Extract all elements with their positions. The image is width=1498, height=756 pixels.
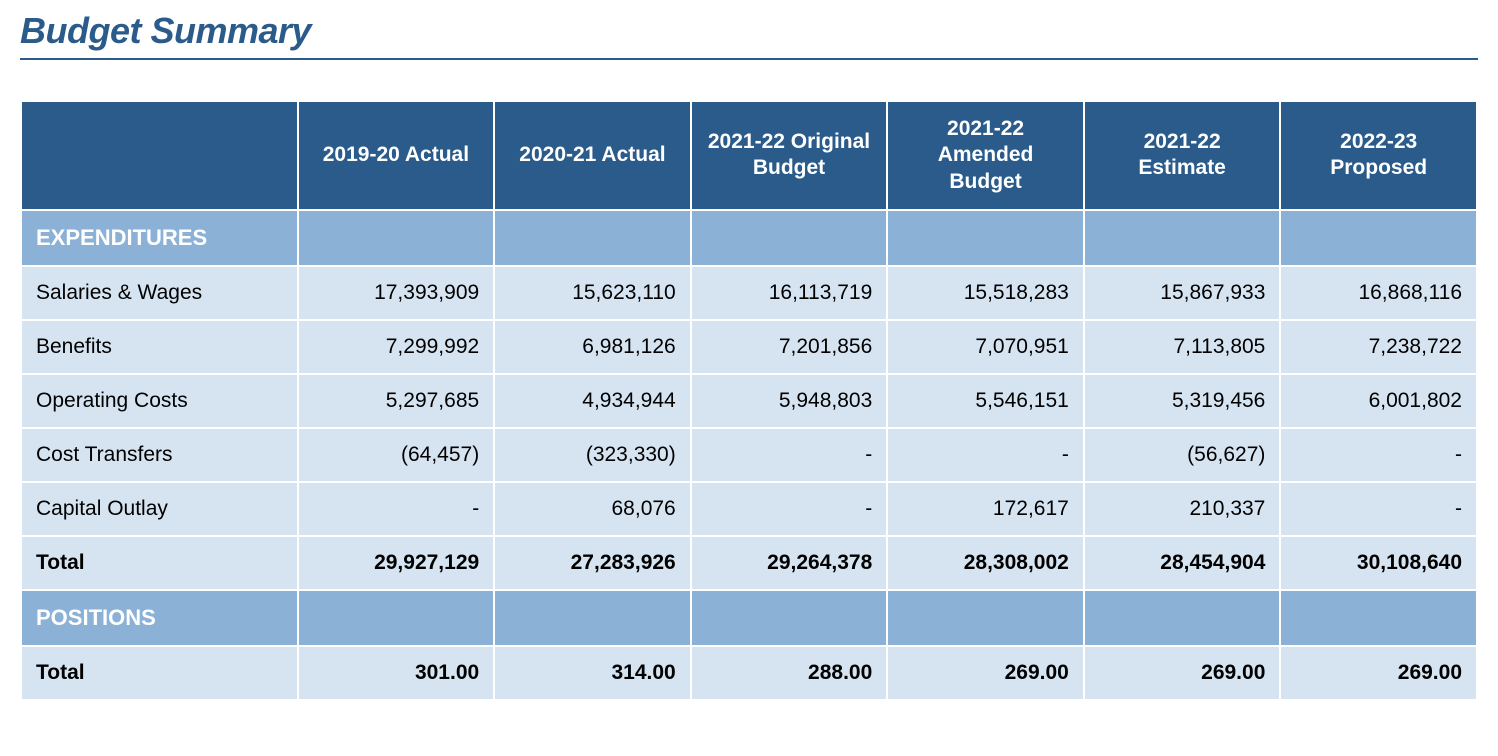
- table-row: Salaries & Wages17,393,90915,623,11016,1…: [21, 266, 1477, 320]
- table-row: Benefits7,299,9926,981,1267,201,8567,070…: [21, 320, 1477, 374]
- row-value: 7,238,722: [1280, 320, 1477, 374]
- total-value: 30,108,640: [1280, 536, 1477, 590]
- row-value: (64,457): [298, 428, 495, 482]
- section-label: EXPENDITURES: [21, 210, 298, 266]
- table-row: Cost Transfers(64,457)(323,330)--(56,627…: [21, 428, 1477, 482]
- column-header-blank: [21, 101, 298, 210]
- table-header-row: 2019-20 Actual 2020-21 Actual 2021-22 Or…: [21, 101, 1477, 210]
- section-empty-cell: [887, 210, 1084, 266]
- table-body: EXPENDITURESSalaries & Wages17,393,90915…: [21, 210, 1477, 700]
- table-row: Capital Outlay-68,076-172,617210,337-: [21, 482, 1477, 536]
- row-value: 68,076: [494, 482, 691, 536]
- total-value: 27,283,926: [494, 536, 691, 590]
- row-label: Benefits: [21, 320, 298, 374]
- column-header: 2020-21 Actual: [494, 101, 691, 210]
- row-label: Capital Outlay: [21, 482, 298, 536]
- row-value: 15,867,933: [1084, 266, 1281, 320]
- budget-table: 2019-20 Actual 2020-21 Actual 2021-22 Or…: [20, 100, 1478, 701]
- section-label: POSITIONS: [21, 590, 298, 646]
- total-value: 314.00: [494, 646, 691, 700]
- row-value: 5,297,685: [298, 374, 495, 428]
- section-empty-cell: [1280, 210, 1477, 266]
- row-value: 7,070,951: [887, 320, 1084, 374]
- total-value: 301.00: [298, 646, 495, 700]
- row-value: 6,981,126: [494, 320, 691, 374]
- column-header: 2021-22 Estimate: [1084, 101, 1281, 210]
- column-header: 2019-20 Actual: [298, 101, 495, 210]
- row-value: (323,330): [494, 428, 691, 482]
- row-value: 210,337: [1084, 482, 1281, 536]
- row-value: 4,934,944: [494, 374, 691, 428]
- row-value: 6,001,802: [1280, 374, 1477, 428]
- total-row: Total29,927,12927,283,92629,264,37828,30…: [21, 536, 1477, 590]
- row-label: Cost Transfers: [21, 428, 298, 482]
- column-header: 2021-22 Amended Budget: [887, 101, 1084, 210]
- row-label: Operating Costs: [21, 374, 298, 428]
- row-value: (56,627): [1084, 428, 1281, 482]
- total-value: 28,308,002: [887, 536, 1084, 590]
- title-rule: [20, 58, 1478, 60]
- column-header: 2022-23 Proposed: [1280, 101, 1477, 210]
- row-value: 15,623,110: [494, 266, 691, 320]
- total-value: 28,454,904: [1084, 536, 1281, 590]
- section-empty-cell: [1084, 210, 1281, 266]
- row-value: 7,201,856: [691, 320, 888, 374]
- row-value: 5,948,803: [691, 374, 888, 428]
- row-value: 7,299,992: [298, 320, 495, 374]
- row-value: -: [887, 428, 1084, 482]
- total-label: Total: [21, 536, 298, 590]
- row-label: Salaries & Wages: [21, 266, 298, 320]
- table-row: Operating Costs5,297,6854,934,9445,948,8…: [21, 374, 1477, 428]
- section-empty-cell: [1084, 590, 1281, 646]
- section-empty-cell: [887, 590, 1084, 646]
- row-value: 15,518,283: [887, 266, 1084, 320]
- section-empty-cell: [1280, 590, 1477, 646]
- row-value: 17,393,909: [298, 266, 495, 320]
- section-empty-cell: [298, 210, 495, 266]
- row-value: 172,617: [887, 482, 1084, 536]
- row-value: 16,113,719: [691, 266, 888, 320]
- section-empty-cell: [298, 590, 495, 646]
- row-value: -: [691, 482, 888, 536]
- row-value: -: [691, 428, 888, 482]
- column-header: 2021-22 Original Budget: [691, 101, 888, 210]
- section-row: POSITIONS: [21, 590, 1477, 646]
- total-value: 269.00: [1084, 646, 1281, 700]
- total-value: 288.00: [691, 646, 888, 700]
- total-value: 29,927,129: [298, 536, 495, 590]
- row-value: 7,113,805: [1084, 320, 1281, 374]
- section-empty-cell: [494, 590, 691, 646]
- row-value: 5,546,151: [887, 374, 1084, 428]
- row-value: -: [1280, 482, 1477, 536]
- total-value: 269.00: [1280, 646, 1477, 700]
- section-empty-cell: [691, 210, 888, 266]
- total-value: 29,264,378: [691, 536, 888, 590]
- section-empty-cell: [494, 210, 691, 266]
- section-row: EXPENDITURES: [21, 210, 1477, 266]
- section-empty-cell: [691, 590, 888, 646]
- row-value: 5,319,456: [1084, 374, 1281, 428]
- page-title: Budget Summary: [20, 10, 1478, 52]
- row-value: -: [298, 482, 495, 536]
- row-value: -: [1280, 428, 1477, 482]
- total-label: Total: [21, 646, 298, 700]
- total-value: 269.00: [887, 646, 1084, 700]
- total-row: Total301.00314.00288.00269.00269.00269.0…: [21, 646, 1477, 700]
- row-value: 16,868,116: [1280, 266, 1477, 320]
